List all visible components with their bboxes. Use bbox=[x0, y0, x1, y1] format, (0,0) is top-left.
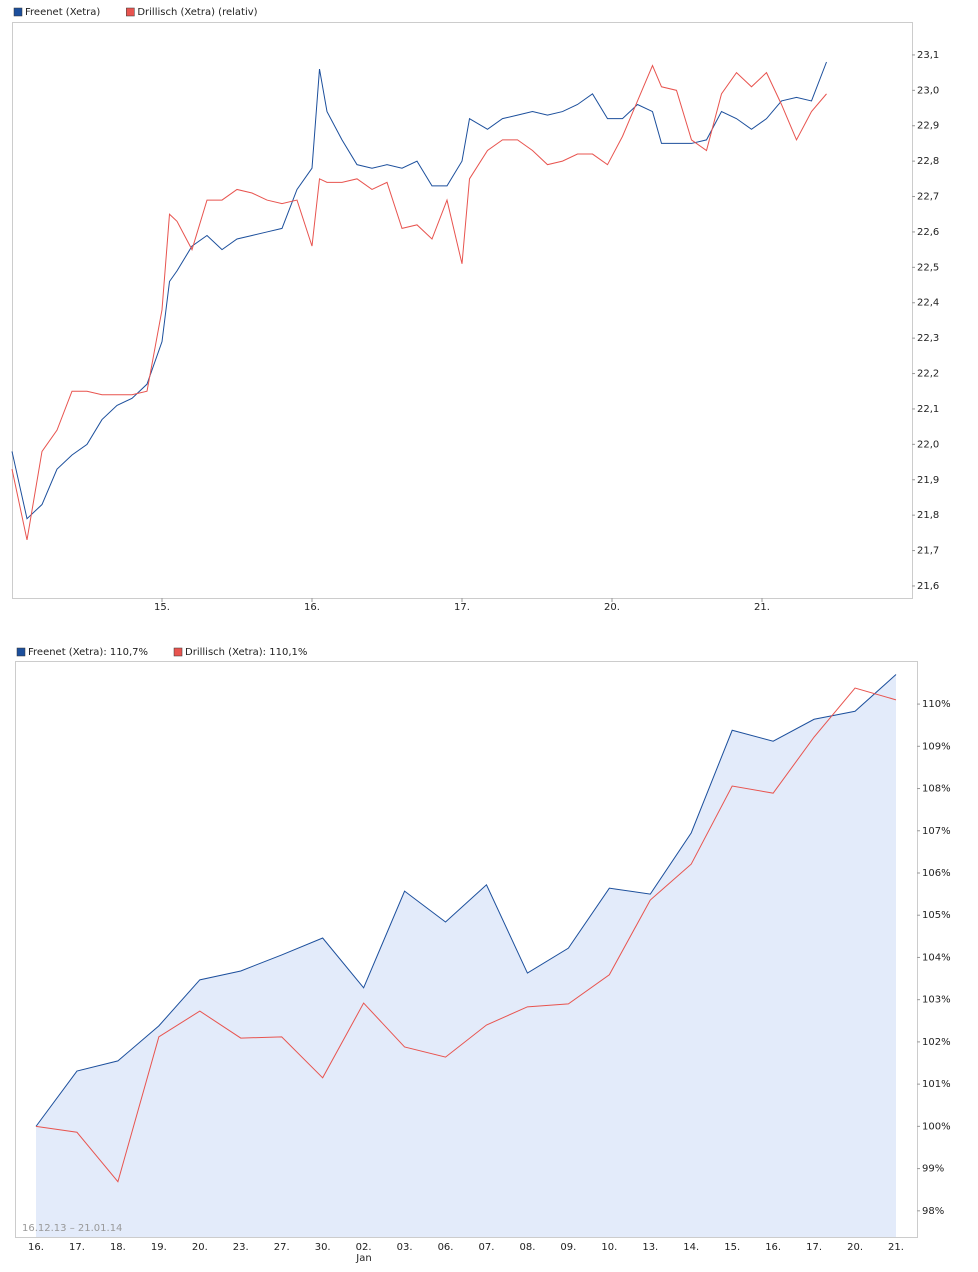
x-tick-label: 17. bbox=[806, 1242, 822, 1253]
x-tick-label: 21. bbox=[888, 1242, 904, 1253]
legend-swatch bbox=[126, 7, 135, 17]
x-tick-label: 20. bbox=[604, 602, 620, 613]
y-tick-label: 22,4 bbox=[917, 298, 939, 309]
x-tick-label: 15. bbox=[724, 1242, 740, 1253]
x-tick-label: 21. bbox=[754, 602, 770, 613]
y-tick-label: 21,7 bbox=[917, 546, 939, 557]
x-tick-label: 20. bbox=[847, 1242, 863, 1253]
y-tick-label: 22,6 bbox=[917, 227, 939, 238]
y-tick-label: 21,8 bbox=[917, 510, 939, 521]
y-tick-label: 22,9 bbox=[917, 121, 939, 132]
x-tick-label: 30. bbox=[315, 1242, 331, 1253]
y-tick-label: 98% bbox=[922, 1206, 944, 1217]
x-tick-label: 16. bbox=[765, 1242, 781, 1253]
y-tick-label: 102% bbox=[922, 1037, 951, 1048]
x-tick-label: 18. bbox=[110, 1242, 126, 1253]
date-range: 16.12.13 – 21.01.14 bbox=[22, 1223, 122, 1234]
y-tick-label: 22,2 bbox=[917, 369, 939, 380]
x-tick-label: 10. bbox=[601, 1242, 617, 1253]
legend-label: Freenet (Xetra): 110,7% bbox=[28, 647, 148, 658]
y-tick-label: 23,1 bbox=[917, 50, 939, 61]
x-tick-label: 19. bbox=[151, 1242, 167, 1253]
y-tick-label: 109% bbox=[922, 741, 951, 752]
y-tick-label: 22,0 bbox=[917, 439, 939, 450]
y-tick-label: 110% bbox=[922, 699, 951, 710]
y-tick-label: 101% bbox=[922, 1079, 951, 1090]
series-line bbox=[11, 61, 827, 520]
y-tick-label: 22,8 bbox=[917, 156, 939, 167]
series-line bbox=[35, 674, 897, 1127]
y-tick-label: 22,7 bbox=[917, 192, 939, 203]
legend-swatch bbox=[173, 647, 183, 657]
x-tick-label: 16. bbox=[304, 602, 320, 613]
legend-label: Drillisch (Xetra): 110,1% bbox=[185, 647, 307, 658]
y-tick-label: 22,3 bbox=[917, 333, 939, 344]
y-tick-label: 21,6 bbox=[917, 581, 939, 592]
x-tick-label: 15. bbox=[154, 602, 170, 613]
y-tick-label: 99% bbox=[922, 1164, 944, 1175]
y-tick-label: 21,9 bbox=[917, 475, 939, 486]
x-tick-label: 07. bbox=[479, 1242, 495, 1253]
y-tick-label: 22,5 bbox=[917, 262, 939, 273]
x-tick-label: 09. bbox=[560, 1242, 576, 1253]
y-tick-label: 103% bbox=[922, 995, 951, 1006]
plot-frame bbox=[12, 22, 913, 599]
x-tick-label: 08. bbox=[519, 1242, 535, 1253]
x-tick-label: 20. bbox=[192, 1242, 208, 1253]
legend-swatch bbox=[16, 647, 26, 657]
series-area bbox=[36, 674, 896, 1237]
legend-label: Freenet (Xetra) bbox=[25, 7, 100, 18]
x-tick-label: 13. bbox=[642, 1242, 658, 1253]
x-tick-label: 27. bbox=[274, 1242, 290, 1253]
x-tick-label: 06. bbox=[438, 1242, 454, 1253]
x-tick-label: 14. bbox=[683, 1242, 699, 1253]
y-tick-label: 22,1 bbox=[917, 404, 939, 415]
y-tick-label: 100% bbox=[922, 1121, 951, 1132]
y-tick-label: 105% bbox=[922, 910, 951, 921]
y-tick-label: 23,0 bbox=[917, 85, 939, 96]
y-tick-label: 107% bbox=[922, 826, 951, 837]
x-tick-label: 16. bbox=[28, 1242, 44, 1253]
x-tick-label: 02. bbox=[356, 1242, 372, 1253]
x-tick-label: 03. bbox=[397, 1242, 413, 1253]
legend-swatch bbox=[13, 7, 23, 17]
x-tick-label: 17. bbox=[454, 602, 470, 613]
y-tick-label: 108% bbox=[922, 784, 951, 795]
series-line bbox=[35, 687, 897, 1183]
y-tick-label: 104% bbox=[922, 952, 951, 963]
x-tick-label: 23. bbox=[233, 1242, 249, 1253]
y-tick-label: 106% bbox=[922, 868, 951, 879]
legend-label: Drillisch (Xetra) (relativ) bbox=[137, 7, 257, 18]
x-tick-label: 17. bbox=[69, 1242, 85, 1253]
series-line bbox=[11, 64, 827, 541]
x-sublabel: Jan bbox=[355, 1253, 371, 1264]
